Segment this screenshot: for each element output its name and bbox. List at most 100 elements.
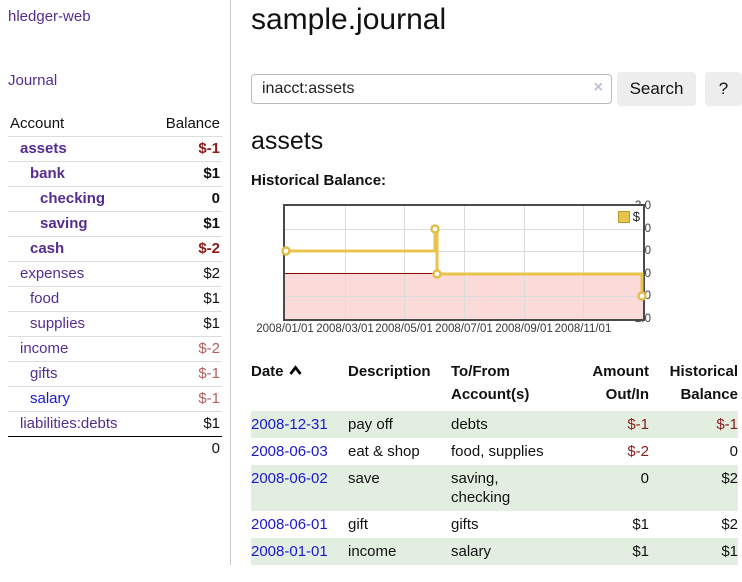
transaction-balance: $1 xyxy=(721,543,738,560)
transactions-table: Date Description To/From Account(s) Amou… xyxy=(251,360,738,565)
x-tick-label: 2008/09/01 xyxy=(495,323,553,335)
search-bar: × Search ? xyxy=(251,72,742,106)
app-title-link[interactable]: hledger-web xyxy=(8,8,91,25)
sidebar-account-cash[interactable]: cash xyxy=(30,240,65,257)
gridline xyxy=(464,206,465,319)
account-row: income $-2 xyxy=(8,336,222,361)
balance-series-line xyxy=(281,224,647,301)
clear-search-icon[interactable]: × xyxy=(593,79,603,96)
date-column-header[interactable]: Date xyxy=(251,360,348,411)
legend-swatch-icon xyxy=(617,210,630,223)
search-button[interactable]: Search xyxy=(617,72,696,106)
transaction-description: pay off xyxy=(348,416,393,433)
account-balance: $-1 xyxy=(198,140,220,157)
sidebar-account-checking[interactable]: checking xyxy=(40,190,106,207)
balance-column-header: Balance xyxy=(165,115,220,132)
transaction-balance: 0 xyxy=(729,443,738,460)
chart-x-axis: 2008/01/01 2008/03/01 2008/05/01 2008/07… xyxy=(256,323,643,339)
transaction-description: save xyxy=(348,470,380,487)
accounts-column-header: To/From Account(s) xyxy=(451,363,530,403)
transaction-balance: $-1 xyxy=(716,416,738,433)
account-row: gifts $-1 xyxy=(8,361,222,386)
account-column-header: Account xyxy=(10,115,65,132)
account-row: assets $-1 xyxy=(8,136,222,161)
gridline xyxy=(524,206,525,319)
chart-legend: $ xyxy=(617,209,640,224)
search-input[interactable] xyxy=(251,74,612,104)
transaction-date-link[interactable]: 2008-01-01 xyxy=(251,543,328,560)
sidebar-account-income[interactable]: income xyxy=(20,340,69,357)
account-row: salary $-1 xyxy=(8,386,222,411)
gridline xyxy=(404,206,405,319)
amount-column-header: Amount Out/In xyxy=(592,363,649,403)
transaction-balance: $2 xyxy=(721,516,738,533)
account-row: bank $1 xyxy=(8,161,222,186)
description-column-header: Description xyxy=(348,363,431,380)
transaction-description: gift xyxy=(348,516,369,533)
sidebar-account-bank[interactable]: bank xyxy=(30,165,66,182)
sidebar-account-saving[interactable]: saving xyxy=(40,215,88,232)
account-balance: $1 xyxy=(203,165,220,182)
sort-ascending-icon xyxy=(288,360,303,383)
legend-label: $ xyxy=(632,209,640,224)
sidebar-account-expenses[interactable]: expenses xyxy=(20,265,85,282)
account-row: expenses $2 xyxy=(8,261,222,286)
chart-heading: Historical Balance: xyxy=(251,172,387,189)
account-row: liabilities:debts $1 xyxy=(8,411,222,436)
x-tick-label: 2008/05/01 xyxy=(375,323,433,335)
sidebar-account-assets[interactable]: assets xyxy=(20,140,67,157)
account-row: food $1 xyxy=(8,286,222,311)
page: hledger-web Journal Account Balance asse… xyxy=(0,0,742,565)
sidebar: hledger-web Journal Account Balance asse… xyxy=(0,0,231,565)
accounts-total-value: 0 xyxy=(211,440,220,457)
sidebar-account-food[interactable]: food xyxy=(30,290,60,307)
account-row: saving $1 xyxy=(8,211,222,236)
transaction-date-link[interactable]: 2008-06-03 xyxy=(251,443,328,460)
x-tick-label: 2008/01/01 xyxy=(256,323,314,335)
account-balance: $1 xyxy=(203,215,220,232)
chart-plot-area: $ xyxy=(281,204,647,321)
transaction-date-link[interactable]: 2008-12-31 xyxy=(251,416,328,433)
x-tick-label: 2008/11/01 xyxy=(554,323,612,335)
transaction-row: 2008-12-31 pay off debts $-1 $-1 xyxy=(251,411,738,438)
sidebar-item-journal[interactable]: Journal xyxy=(8,72,58,89)
transaction-description: eat & shop xyxy=(348,443,420,460)
transaction-accounts: debts xyxy=(451,416,488,433)
page-title: sample.journal xyxy=(251,3,447,36)
historical-balance-chart: 3.0 2.0 1.0 0.0 -1.0 -2.0 xyxy=(251,200,651,339)
sidebar-account-supplies[interactable]: supplies xyxy=(30,315,86,332)
gridline xyxy=(583,206,584,319)
account-row: checking 0 xyxy=(8,186,222,211)
account-balance: 0 xyxy=(211,190,220,207)
account-balance: $-1 xyxy=(198,365,220,382)
sidebar-account-salary[interactable]: salary xyxy=(30,390,71,407)
transaction-row: 2008-06-02 save saving, checking 0 $2 xyxy=(251,465,738,511)
gridline xyxy=(345,206,346,319)
transaction-balance: $2 xyxy=(721,470,738,487)
transactions-header-row: Date Description To/From Account(s) Amou… xyxy=(251,360,738,411)
transaction-row: 2008-06-03 eat & shop food, supplies $-2… xyxy=(251,438,738,465)
transaction-accounts: salary xyxy=(451,543,492,560)
x-tick-label: 2008/07/01 xyxy=(435,323,493,335)
account-balance: $1 xyxy=(203,415,220,432)
transaction-date-link[interactable]: 2008-06-02 xyxy=(251,470,328,487)
account-balance: $-2 xyxy=(198,240,220,257)
account-balance: $-2 xyxy=(198,340,220,357)
date-header-label: Date xyxy=(251,363,284,380)
accounts-total-row: 0 xyxy=(8,436,222,460)
transaction-row: 2008-06-01 gift gifts $1 $2 xyxy=(251,511,738,538)
transaction-row: 2008-01-01 income salary $1 $1 xyxy=(251,538,738,565)
sidebar-account-liabilities-debts[interactable]: liabilities:debts xyxy=(20,415,118,432)
balance-column-header: Historical Balance xyxy=(669,363,738,403)
x-tick-label: 2008/03/01 xyxy=(316,323,374,335)
transaction-accounts: food, supplies xyxy=(451,443,544,460)
transaction-amount: $-1 xyxy=(627,416,649,433)
transaction-date-link[interactable]: 2008-06-01 xyxy=(251,516,328,533)
transaction-amount: 0 xyxy=(640,470,649,487)
transaction-accounts: gifts xyxy=(451,516,479,533)
account-balance: $1 xyxy=(203,315,220,332)
transaction-description: income xyxy=(348,543,397,560)
help-button[interactable]: ? xyxy=(705,72,742,106)
accounts-table-header: Account Balance xyxy=(8,112,222,136)
sidebar-account-gifts[interactable]: gifts xyxy=(30,365,58,382)
